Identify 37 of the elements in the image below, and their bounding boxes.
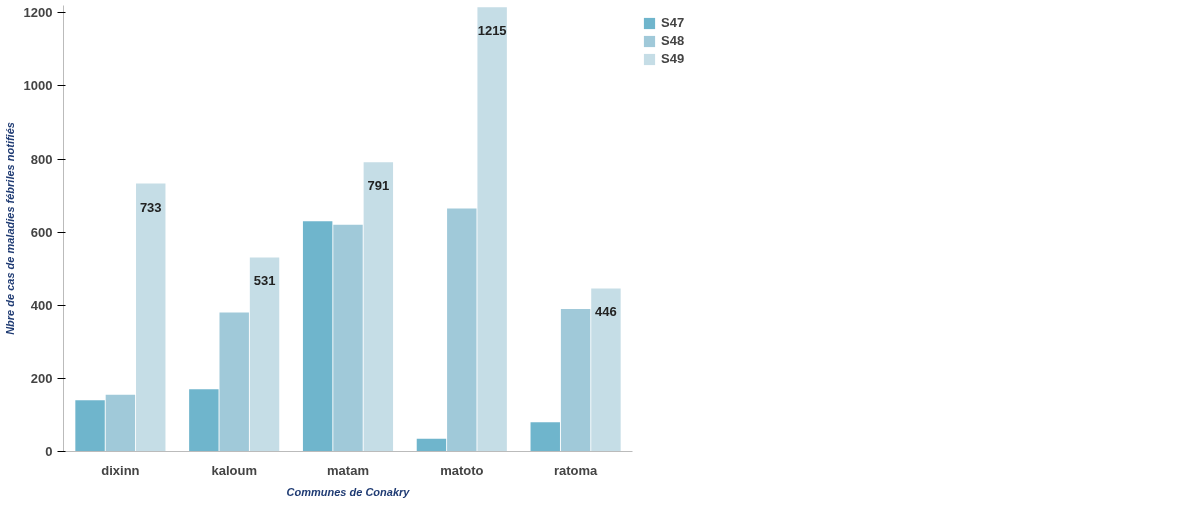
bar (447, 208, 477, 452)
data-label: 1215 (477, 23, 507, 39)
bar (302, 221, 333, 452)
x-tick-label: dixinn (101, 462, 140, 478)
legend-label: S48 (661, 33, 685, 48)
data-label: 531 (253, 273, 276, 289)
y-tick-label: 1200 (23, 5, 53, 21)
bar (333, 224, 363, 452)
bar (591, 288, 621, 452)
y-tick-label: 200 (30, 370, 53, 386)
x-tick-label: matoto (440, 462, 484, 478)
bar (363, 162, 394, 452)
bar (249, 257, 280, 452)
data-label: 446 (595, 304, 617, 320)
bar (136, 183, 166, 452)
bar (219, 312, 249, 452)
y-tick-label: 1000 (23, 78, 53, 94)
bar (75, 400, 105, 452)
x-tick-label: matam (327, 462, 369, 478)
x-tick-label: kaloum (211, 462, 257, 478)
legend-label: S49 (661, 51, 685, 66)
y-axis-title: Nbre de cas de maladies fébriles notifiés (3, 122, 16, 335)
x-axis-title: Communes de Conakry (286, 485, 411, 498)
bar (530, 422, 560, 452)
bar (189, 389, 219, 452)
y-tick-label: 800 (30, 151, 53, 167)
y-tick-label: 600 (30, 224, 53, 240)
bar (560, 308, 591, 452)
bar (416, 438, 447, 452)
data-label: 791 (367, 178, 390, 194)
x-tick-label: ratoma (553, 462, 599, 478)
legend-label: S47 (661, 15, 685, 30)
y-tick-label: 400 (30, 297, 53, 313)
bar (477, 7, 507, 452)
y-tick-label: 0 (45, 444, 53, 459)
bar (105, 394, 136, 452)
data-label: 733 (139, 199, 162, 215)
